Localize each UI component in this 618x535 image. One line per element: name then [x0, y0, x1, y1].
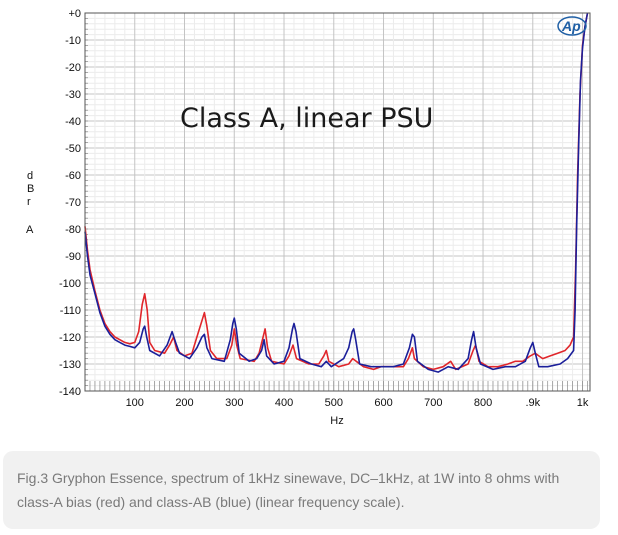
x-axis-label: Hz — [330, 415, 343, 427]
ap-logo: Ap — [557, 16, 587, 36]
x-tick-label: 1k — [577, 397, 589, 409]
y-tick-label: -80 — [65, 224, 81, 236]
plot-frame — [84, 12, 591, 392]
x-tick-label: 300 — [225, 397, 243, 409]
y-axis-label: d B r A — [26, 170, 34, 236]
y-tick-label: -100 — [59, 278, 81, 290]
x-tick-label: .9k — [525, 397, 540, 409]
ap-logo-text: Ap — [561, 18, 581, 34]
y-tick-label: -90 — [65, 251, 81, 263]
figure-caption: Fig.3 Gryphon Essence, spectrum of 1kHz … — [3, 451, 600, 529]
y-tick-label: +0 — [68, 8, 81, 20]
series-line-red — [84, 12, 589, 371]
y-axis-label-char-1: d — [27, 170, 33, 182]
y-tick-label: -60 — [65, 170, 81, 182]
y-tick-label: -130 — [59, 359, 81, 371]
spectrum-chart: +0 -10 -20 -30 -40 -50 -60 -70 -80 -90 -100 -110 -12… — [26, 8, 591, 427]
y-tick-label: -70 — [65, 197, 81, 209]
y-tick-label: -120 — [59, 332, 81, 344]
caption-text: Fig.3 Gryphon Essence, spectrum of 1kHz … — [17, 466, 586, 514]
x-tick-label: 600 — [374, 397, 392, 409]
y-tick-label: -30 — [65, 89, 81, 101]
y-tick-label: -40 — [65, 116, 81, 128]
x-tick-label: 800 — [474, 397, 492, 409]
y-axis-label-char-5: A — [26, 224, 34, 236]
y-tick-label: -140 — [59, 386, 81, 398]
chart-annotation: Class A, linear PSU — [180, 103, 433, 134]
y-tick-label: -10 — [65, 35, 81, 47]
y-tick-label: -50 — [65, 143, 81, 155]
x-axis-ticks: 100 200 300 400 500 600 700 800 .9k 1k — [84, 381, 589, 409]
x-tick-label: 400 — [275, 397, 293, 409]
y-axis-ticks: +0 -10 -20 -30 -40 -50 -60 -70 -80 -90 -100 -110 -12… — [59, 8, 88, 398]
y-tick-label: -110 — [60, 305, 81, 317]
caption-line-1: Fig.3 Gryphon Essence, spectrum of 1kHz … — [17, 470, 560, 486]
series-line-blue — [84, 12, 589, 373]
x-tick-label: 700 — [424, 397, 442, 409]
y-axis-label-char-2: B — [27, 183, 34, 195]
x-tick-label: 500 — [325, 397, 343, 409]
y-axis-label-char-3: r — [27, 196, 31, 208]
x-tick-label: 200 — [175, 397, 193, 409]
caption-line-2: class-A bias (red) and class-AB (blue) (… — [17, 494, 405, 510]
y-tick-label: -20 — [65, 62, 81, 74]
x-tick-label: 100 — [126, 397, 144, 409]
chart-series-group — [84, 12, 589, 373]
